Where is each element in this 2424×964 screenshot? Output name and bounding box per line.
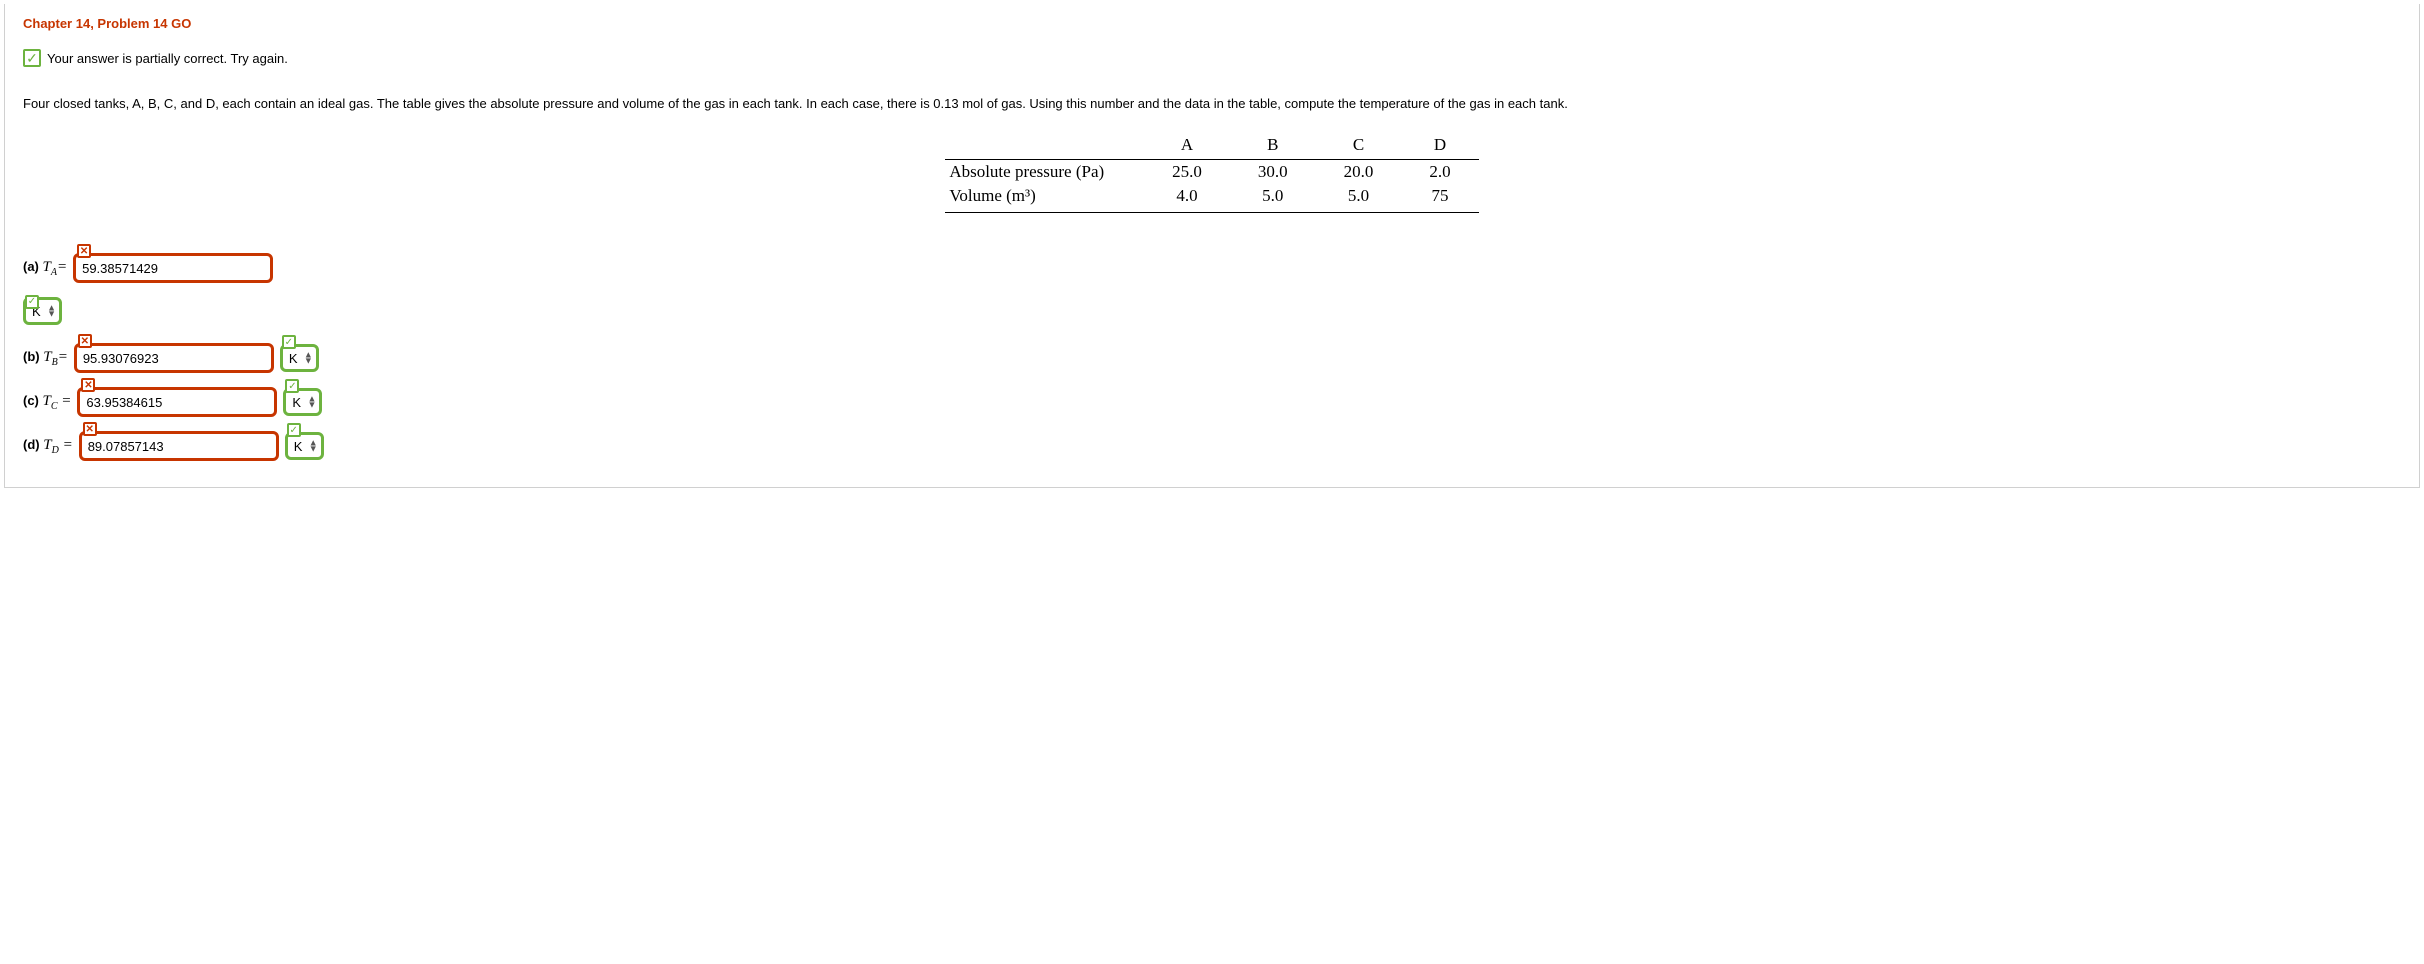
answer-input-wrap-a: ✕ bbox=[73, 253, 273, 283]
unit-wrap-c: ✓ K ▲▼ bbox=[283, 388, 322, 416]
problem-title: Chapter 14, Problem 14 GO bbox=[23, 16, 2401, 31]
var-label: T bbox=[43, 437, 51, 453]
answer-label-d: (d) TD = bbox=[23, 437, 73, 456]
check-icon: ✓ bbox=[287, 423, 301, 437]
table-cell: 5.0 bbox=[1230, 184, 1316, 213]
sub-label: B bbox=[52, 357, 58, 368]
answer-label-b: (b) TB= bbox=[23, 349, 68, 368]
partial-check-icon: ✓ bbox=[23, 49, 41, 67]
part-label: (d) bbox=[23, 437, 40, 452]
answer-row-d: (d) TD = ✕ ✓ K ▲▼ bbox=[23, 431, 2401, 461]
sub-label: A bbox=[51, 267, 57, 278]
problem-statement: Four closed tanks, A, B, C, and D, each … bbox=[23, 95, 2401, 113]
table-header: C bbox=[1316, 131, 1402, 160]
table-cell: 25.0 bbox=[1144, 160, 1230, 185]
answer-input-wrap-b: ✕ bbox=[74, 343, 274, 373]
table-cell: 20.0 bbox=[1316, 160, 1402, 185]
answer-input-d[interactable] bbox=[79, 431, 279, 461]
unit-row-a: ✓ K ▲▼ bbox=[23, 297, 2401, 325]
answer-row-a: (a) TA= ✕ bbox=[23, 253, 2401, 283]
table-header bbox=[945, 131, 1144, 160]
var-label: T bbox=[43, 349, 51, 365]
x-icon: ✕ bbox=[83, 422, 97, 436]
feedback-text: Your answer is partially correct. Try ag… bbox=[47, 51, 288, 66]
answer-input-wrap-c: ✕ bbox=[77, 387, 277, 417]
check-icon: ✓ bbox=[282, 335, 296, 349]
table-cell: Volume (m³) bbox=[945, 184, 1144, 213]
check-icon: ✓ bbox=[285, 379, 299, 393]
table-header: A bbox=[1144, 131, 1230, 160]
answer-input-b[interactable] bbox=[74, 343, 274, 373]
table-cell: Absolute pressure (Pa) bbox=[945, 160, 1144, 185]
part-label: (c) bbox=[23, 393, 39, 408]
answer-row-b: (b) TB= ✕ ✓ K ▲▼ bbox=[23, 343, 2401, 373]
answer-input-a[interactable] bbox=[73, 253, 273, 283]
unit-wrap-d: ✓ K ▲▼ bbox=[285, 432, 324, 460]
answers-block: (a) TA= ✕ ✓ K ▲▼ (b) TB= bbox=[23, 253, 2401, 461]
part-label: (a) bbox=[23, 259, 39, 274]
problem-container: Chapter 14, Problem 14 GO ✓ Your answer … bbox=[4, 4, 2420, 488]
table-row: Volume (m³) 4.0 5.0 5.0 75 bbox=[945, 184, 1478, 213]
table-cell: 4.0 bbox=[1144, 184, 1230, 213]
table-cell: 2.0 bbox=[1401, 160, 1478, 185]
var-label: T bbox=[43, 393, 51, 409]
answer-input-c[interactable] bbox=[77, 387, 277, 417]
sub-label: C bbox=[51, 401, 58, 412]
x-icon: ✕ bbox=[78, 334, 92, 348]
answer-row-c: (c) TC = ✕ ✓ K ▲▼ bbox=[23, 387, 2401, 417]
x-icon: ✕ bbox=[81, 378, 95, 392]
table-header: B bbox=[1230, 131, 1316, 160]
table-cell: 30.0 bbox=[1230, 160, 1316, 185]
table-header: D bbox=[1401, 131, 1478, 160]
answer-label-a: (a) TA= bbox=[23, 259, 67, 278]
data-table: A B C D Absolute pressure (Pa) 25.0 30.0… bbox=[945, 131, 1478, 213]
x-icon: ✕ bbox=[77, 244, 91, 258]
var-label: T bbox=[43, 259, 51, 275]
sub-label: D bbox=[52, 445, 59, 456]
table-header-row: A B C D bbox=[945, 131, 1478, 160]
data-table-wrap: A B C D Absolute pressure (Pa) 25.0 30.0… bbox=[23, 131, 2401, 213]
part-label: (b) bbox=[23, 349, 40, 364]
check-icon: ✓ bbox=[25, 295, 39, 309]
feedback-row: ✓ Your answer is partially correct. Try … bbox=[23, 49, 2401, 67]
unit-wrap-a: ✓ K ▲▼ bbox=[23, 304, 62, 319]
checkmark-icon: ✓ bbox=[26, 51, 38, 65]
table-cell: 75 bbox=[1401, 184, 1478, 213]
table-row: Absolute pressure (Pa) 25.0 30.0 20.0 2.… bbox=[945, 160, 1478, 185]
table-cell: 5.0 bbox=[1316, 184, 1402, 213]
answer-label-c: (c) TC = bbox=[23, 393, 71, 412]
unit-wrap-b: ✓ K ▲▼ bbox=[280, 344, 319, 372]
answer-input-wrap-d: ✕ bbox=[79, 431, 279, 461]
